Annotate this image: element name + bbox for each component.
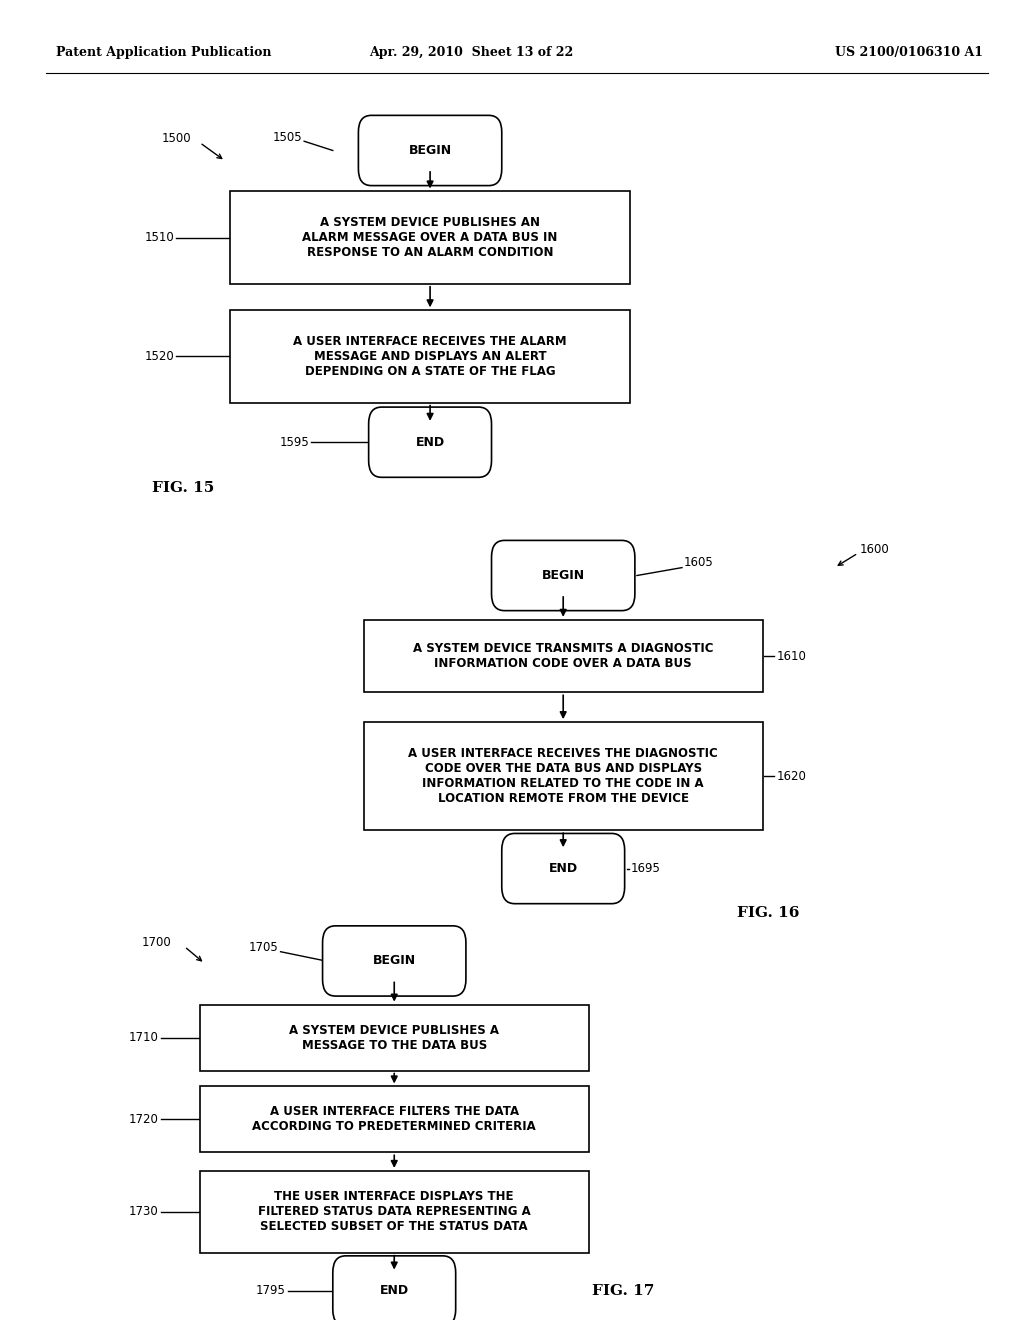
Text: 1520: 1520 [144, 350, 174, 363]
FancyBboxPatch shape [230, 310, 630, 403]
Text: A USER INTERFACE FILTERS THE DATA
ACCORDING TO PREDETERMINED CRITERIA: A USER INTERFACE FILTERS THE DATA ACCORD… [252, 1105, 537, 1134]
Text: 1600: 1600 [860, 543, 890, 556]
Text: US 2100/0106310 A1: US 2100/0106310 A1 [835, 46, 983, 59]
Text: FIG. 15: FIG. 15 [152, 482, 214, 495]
Text: 1730: 1730 [129, 1205, 159, 1218]
FancyBboxPatch shape [369, 407, 492, 478]
FancyBboxPatch shape [358, 115, 502, 186]
Text: 1695: 1695 [631, 862, 660, 875]
FancyBboxPatch shape [502, 833, 625, 904]
Text: A USER INTERFACE RECEIVES THE ALARM
MESSAGE AND DISPLAYS AN ALERT
DEPENDING ON A: A USER INTERFACE RECEIVES THE ALARM MESS… [293, 335, 567, 378]
Text: BEGIN: BEGIN [409, 144, 452, 157]
FancyBboxPatch shape [364, 722, 763, 830]
Text: Patent Application Publication: Patent Application Publication [56, 46, 271, 59]
FancyBboxPatch shape [230, 191, 630, 284]
Text: 1700: 1700 [141, 936, 171, 949]
Text: FIG. 16: FIG. 16 [737, 907, 800, 920]
Text: BEGIN: BEGIN [542, 569, 585, 582]
FancyBboxPatch shape [323, 925, 466, 997]
Text: 1505: 1505 [272, 131, 302, 144]
Text: 1500: 1500 [162, 132, 191, 145]
FancyBboxPatch shape [200, 1171, 589, 1253]
FancyBboxPatch shape [333, 1255, 456, 1320]
Text: 1605: 1605 [684, 556, 714, 569]
FancyBboxPatch shape [492, 540, 635, 611]
Text: 1620: 1620 [776, 770, 806, 783]
Text: 1595: 1595 [280, 436, 309, 449]
Text: 1705: 1705 [249, 941, 279, 954]
Text: A SYSTEM DEVICE TRANSMITS A DIAGNOSTIC
INFORMATION CODE OVER A DATA BUS: A SYSTEM DEVICE TRANSMITS A DIAGNOSTIC I… [413, 642, 714, 671]
Text: 1710: 1710 [129, 1031, 159, 1044]
Text: 1610: 1610 [776, 649, 806, 663]
Text: THE USER INTERFACE DISPLAYS THE
FILTERED STATUS DATA REPRESENTING A
SELECTED SUB: THE USER INTERFACE DISPLAYS THE FILTERED… [258, 1191, 530, 1233]
Text: END: END [416, 436, 444, 449]
Text: END: END [549, 862, 578, 875]
Text: 1795: 1795 [256, 1284, 286, 1298]
Text: 1510: 1510 [144, 231, 174, 244]
Text: END: END [380, 1284, 409, 1298]
FancyBboxPatch shape [200, 1005, 589, 1071]
Text: 1720: 1720 [129, 1113, 159, 1126]
Text: A USER INTERFACE RECEIVES THE DIAGNOSTIC
CODE OVER THE DATA BUS AND DISPLAYS
INF: A USER INTERFACE RECEIVES THE DIAGNOSTIC… [409, 747, 718, 805]
Text: A SYSTEM DEVICE PUBLISHES A
MESSAGE TO THE DATA BUS: A SYSTEM DEVICE PUBLISHES A MESSAGE TO T… [289, 1023, 500, 1052]
Text: A SYSTEM DEVICE PUBLISHES AN
ALARM MESSAGE OVER A DATA BUS IN
RESPONSE TO AN ALA: A SYSTEM DEVICE PUBLISHES AN ALARM MESSA… [302, 216, 558, 259]
Text: Apr. 29, 2010  Sheet 13 of 22: Apr. 29, 2010 Sheet 13 of 22 [369, 46, 573, 59]
FancyBboxPatch shape [364, 620, 763, 692]
Text: BEGIN: BEGIN [373, 954, 416, 968]
FancyBboxPatch shape [200, 1086, 589, 1152]
Text: FIG. 17: FIG. 17 [592, 1284, 654, 1298]
